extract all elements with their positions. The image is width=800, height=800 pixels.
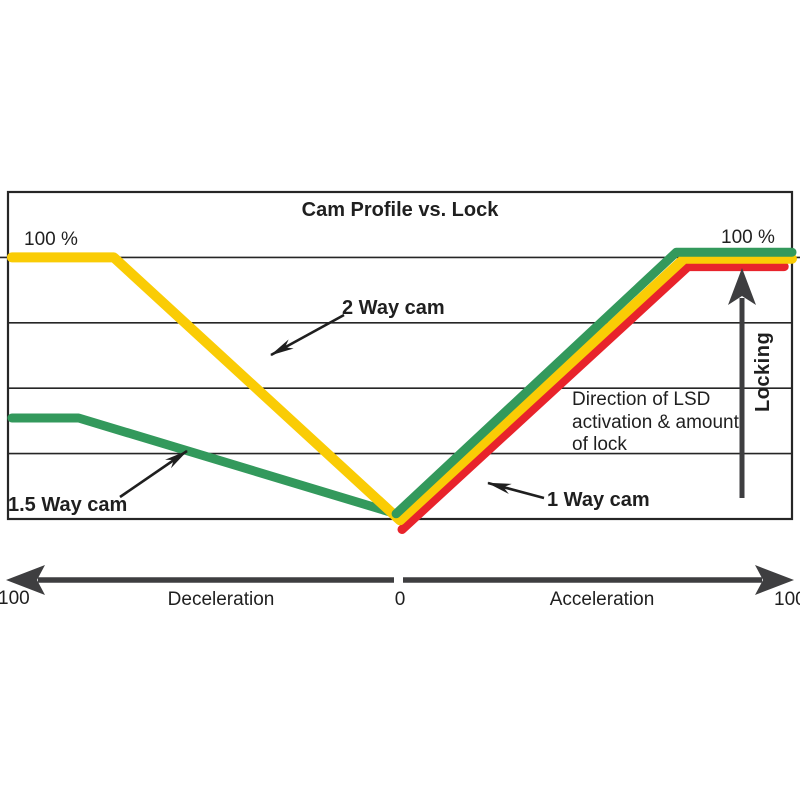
x-tick-zero: 0 [394,589,406,610]
one-five-way-callout-arrow [119,449,188,499]
lsd-direction-note: Direction of LSD activation & amount of … [572,389,739,455]
locking-axis-label: Locking [752,331,774,412]
one-way-callout-arrow [487,481,545,500]
one-five-way-cam-line-accel [391,247,797,519]
x-label-acceleration: Acceleration [549,589,655,610]
x-axis-right-arrow [403,565,794,595]
plot-border [6,190,794,521]
two-way-callout-arrow [270,313,345,357]
one-five-way-cam-line-decel [7,413,401,519]
chart-title: Cam Profile vs. Lock [301,199,499,221]
x-axis-left-arrow [6,565,394,595]
locking-direction-arrow [728,268,756,498]
one-way-cam-line [397,262,789,534]
one-way-cam-label: 1 Way cam [547,489,650,511]
two-way-cam-line [6,252,797,526]
x-tick-decel-100: 100 [0,588,30,609]
y-axis-100pct-label-left: 100 % [24,229,78,250]
x-label-deceleration: Deceleration [167,589,275,610]
two-way-cam-label: 2 Way cam [342,297,445,319]
y-axis-100pct-label-right: 100 % [721,227,775,248]
one-five-way-cam-label: 1.5 Way cam [8,494,128,516]
x-tick-accel-100: 100 [774,589,800,610]
